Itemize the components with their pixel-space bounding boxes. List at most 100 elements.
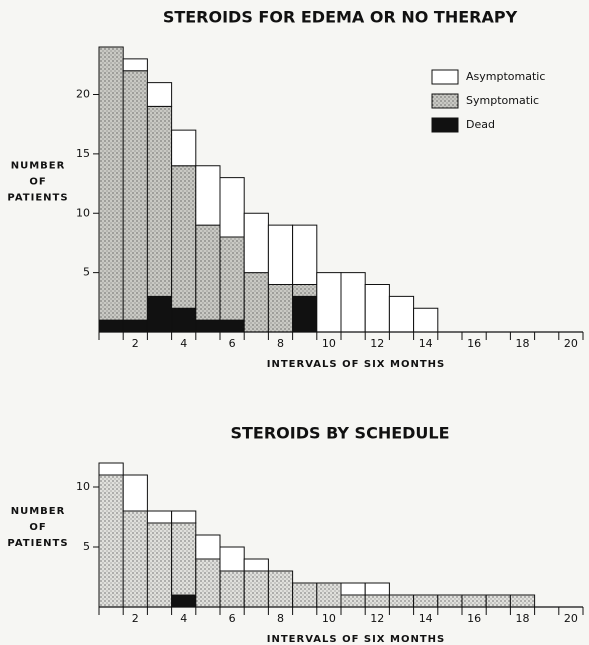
bar-segment <box>292 284 318 297</box>
bar-segment <box>195 534 221 560</box>
x-tick-label: 16 <box>467 337 481 350</box>
x-tick-label: 14 <box>419 612 433 625</box>
bar-segment <box>267 284 294 333</box>
bar-segment <box>195 558 221 608</box>
bar-segment <box>292 224 318 285</box>
bar-segment <box>219 546 245 572</box>
bar-segment <box>171 165 197 309</box>
bar-segment <box>146 105 173 297</box>
bar-segment <box>146 522 173 608</box>
x-tick-label: 12 <box>370 612 384 625</box>
bar-segment <box>485 594 511 608</box>
bar-segment <box>316 582 342 608</box>
legend-label: Asymptomatic <box>466 70 545 83</box>
x-tick-label: 20 <box>564 337 578 350</box>
bar-segment <box>413 307 439 333</box>
bar-segment <box>98 462 124 476</box>
bar-segment <box>364 594 390 608</box>
bar-segment <box>340 594 366 608</box>
bar-segment <box>340 582 366 596</box>
x-tick-label: 4 <box>180 337 187 350</box>
y-axis-label: NUMBER <box>11 161 66 172</box>
bar-segment <box>171 510 197 524</box>
y-axis-label: PATIENTS <box>7 193 68 204</box>
x-axis-label: INTERVALS OF SIX MONTHS <box>267 359 445 370</box>
chart-title: STEROIDS FOR EDEMA OR NO THERAPY <box>163 8 518 27</box>
y-axis-label: PATIENTS <box>7 538 68 549</box>
y-tick-label: 5 <box>83 540 90 553</box>
bar-segment <box>146 82 173 107</box>
x-tick-label: 6 <box>229 337 236 350</box>
bar-segment <box>388 295 415 333</box>
bar-segment <box>461 594 487 608</box>
bar-segment <box>243 570 269 608</box>
x-tick-label: 18 <box>516 337 530 350</box>
x-tick-label: 2 <box>132 612 139 625</box>
bar-segment <box>171 522 197 596</box>
x-tick-label: 8 <box>277 337 284 350</box>
bar-segment <box>122 58 148 72</box>
x-tick-label: 4 <box>180 612 187 625</box>
x-tick-label: 16 <box>467 612 481 625</box>
x-axis-label: INTERVALS OF SIX MONTHS <box>267 634 445 645</box>
x-tick-label: 10 <box>322 337 336 350</box>
bar-segment <box>146 510 173 524</box>
bar-segment <box>98 319 124 333</box>
x-tick-label: 10 <box>322 612 336 625</box>
legend-swatch <box>431 69 459 85</box>
bar-segment <box>171 129 197 167</box>
bar-segment <box>413 594 439 608</box>
bar-segment <box>437 594 463 608</box>
bar-segment <box>388 594 415 608</box>
bar-segment <box>195 224 221 321</box>
bar-segment <box>509 594 536 608</box>
bar-segment <box>122 510 148 608</box>
bar-segment <box>219 319 245 333</box>
bar-segment <box>243 272 269 333</box>
y-axis-label: OF <box>29 177 46 188</box>
x-tick-label: 18 <box>516 612 530 625</box>
x-tick-label: 12 <box>370 337 384 350</box>
x-tick-label: 20 <box>564 612 578 625</box>
y-tick-label: 5 <box>83 266 90 279</box>
bar-segment <box>122 70 148 321</box>
bar-segment <box>267 224 294 285</box>
bar-segment <box>292 582 318 608</box>
bar-segment <box>364 284 390 333</box>
bar-segment <box>98 46 124 321</box>
y-tick-label: 10 <box>76 206 90 219</box>
bar-segment <box>316 272 342 333</box>
bar-segment <box>171 594 197 608</box>
bar-segment <box>243 212 269 274</box>
bar-segment <box>195 165 221 226</box>
bar-segment <box>98 474 124 608</box>
legend-swatch <box>431 117 459 133</box>
y-tick-label: 15 <box>76 147 90 160</box>
x-tick-label: 2 <box>132 337 139 350</box>
y-tick-label: 20 <box>76 88 90 101</box>
x-tick-label: 14 <box>419 337 433 350</box>
chart-title: STEROIDS BY SCHEDULE <box>230 424 449 443</box>
bar-segment <box>146 295 173 333</box>
x-tick-label: 8 <box>277 612 284 625</box>
y-axis-label: NUMBER <box>11 506 66 517</box>
bar-segment <box>171 307 197 333</box>
bar-segment <box>219 570 245 608</box>
bar-segment <box>267 570 294 608</box>
bar-segment <box>364 582 390 596</box>
y-axis-label: OF <box>29 522 46 533</box>
bar-segment <box>340 272 366 333</box>
x-tick-label: 6 <box>229 612 236 625</box>
bar-segment <box>195 319 221 333</box>
bar-segment <box>219 236 245 321</box>
legend-swatch <box>431 93 459 109</box>
bar-segment <box>122 474 148 512</box>
bar-segment <box>122 319 148 333</box>
bar-segment <box>219 177 245 238</box>
bar-segment <box>243 558 269 572</box>
y-tick-label: 10 <box>76 480 90 493</box>
bar-segment <box>292 295 318 333</box>
legend-label: Dead <box>466 118 495 131</box>
legend-label: Symptomatic <box>466 94 539 107</box>
